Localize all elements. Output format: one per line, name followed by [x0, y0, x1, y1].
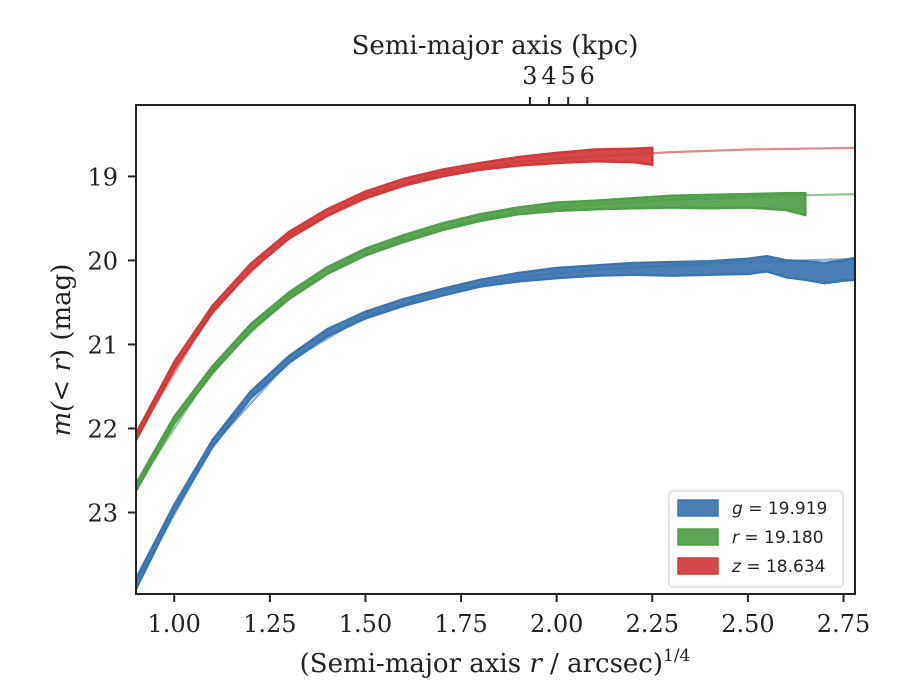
data-band-r [136, 191, 807, 492]
x-axis-ticks: 1.00 1.25 1.50 1.75 2.00 2.25 2.50 2.75 [148, 594, 870, 638]
y-tick-label: 19 [87, 163, 118, 191]
x-tick-label: 2.00 [530, 610, 583, 638]
x-tick-label: 1.25 [243, 610, 296, 638]
x-tick-label: 2.75 [817, 610, 870, 638]
x-tick-label: 1.75 [434, 610, 487, 638]
x-axis-title: (Semi-major axis r / arcsec)1/4 [300, 646, 691, 679]
legend-value: = 19.919 [743, 499, 828, 519]
x-tick-label: 1.50 [339, 610, 392, 638]
x-axis-title-suffix: / arcsec) [542, 649, 663, 679]
y-tick-label: 21 [87, 331, 118, 359]
data-band-g [136, 254, 855, 591]
top-tick-label: 3 [522, 62, 537, 90]
legend-label-z: z = 18.634 [731, 557, 825, 577]
legend-value: = 18.634 [741, 557, 826, 577]
y-tick-label: 22 [87, 415, 118, 443]
x-tick-label: 2.50 [721, 610, 774, 638]
x-axis-title-var: r [529, 649, 543, 679]
plot-frame [135, 104, 856, 595]
legend-var: g [732, 499, 743, 519]
legend-swatch-z [677, 557, 719, 575]
y-tick-label: 20 [87, 247, 118, 275]
y-tick-label: 23 [87, 500, 118, 528]
top-tick-label: 4 [541, 62, 556, 90]
y-axis-title-prefix: m( [47, 401, 77, 437]
legend-label-r: r = 19.180 [732, 528, 824, 548]
data-bands [136, 146, 855, 591]
data-band-z [136, 146, 654, 442]
legend-swatch-g [677, 499, 719, 517]
x-axis-title-exponent: 1/4 [663, 646, 690, 666]
y-axis-title-var: < r [47, 358, 77, 402]
x-tick-label: 2.25 [626, 610, 679, 638]
legend-value: = 19.180 [739, 528, 824, 548]
legend-label-g: g = 19.919 [732, 499, 827, 519]
legend-swatch-r [677, 528, 719, 546]
legend-var: z [731, 557, 742, 577]
top-tick-label: 5 [561, 62, 576, 90]
x-axis-title-prefix: (Semi-major axis [300, 649, 530, 679]
x-tick-label: 1.00 [148, 610, 201, 638]
y-axis-title-suffix: ) (mag) [47, 264, 77, 360]
y-axis-title: m(< r) (mag) [47, 264, 77, 437]
legend-var: r [732, 528, 740, 548]
y-axis-ticks: 19 20 21 22 23 [87, 163, 136, 528]
top-tick-label: 6 [580, 62, 595, 90]
top-axis-title: Semi-major axis (kpc) [352, 31, 639, 61]
